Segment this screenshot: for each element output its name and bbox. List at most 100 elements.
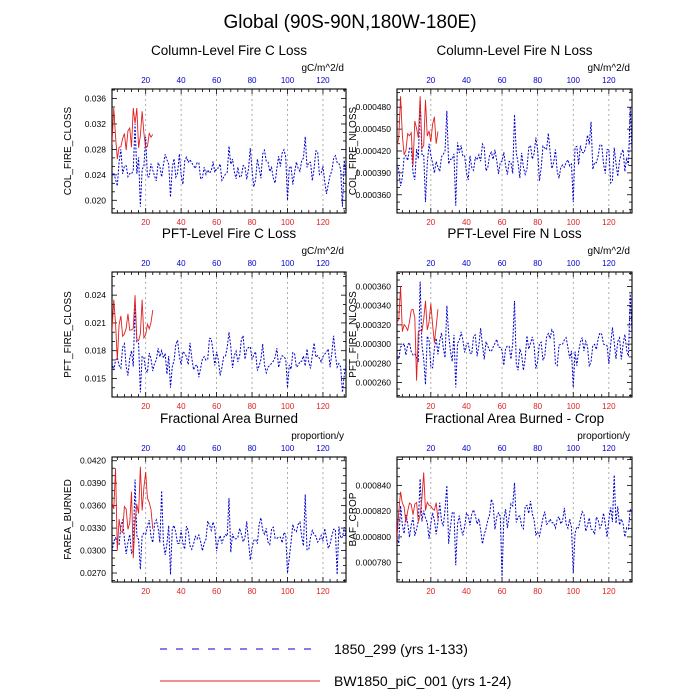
x-tick-label-bottom: 120 xyxy=(602,402,616,411)
panel-title: Column-Level Fire C Loss xyxy=(151,43,307,58)
panel-title: PFT-Level Fire C Loss xyxy=(162,226,297,241)
x-tick-label-top: 120 xyxy=(316,444,330,453)
x-tick-label-top: 60 xyxy=(498,444,507,453)
x-tick-label-bottom: 80 xyxy=(248,402,257,411)
y-tick-label: 0.000360 xyxy=(356,281,392,291)
chart-panel-1: Column-Level Fire C Loss gC/m^2/d COL_FIRE… xyxy=(63,43,347,227)
x-tick-label-bottom: 80 xyxy=(248,218,257,227)
series-line-blue xyxy=(397,475,632,579)
x-tick-label-bottom: 100 xyxy=(281,218,295,227)
x-tick-label-top: 40 xyxy=(177,444,186,453)
x-tick-label-top: 120 xyxy=(602,76,616,85)
legend-label-2: BW1850_piC_001 (yrs 1-24) xyxy=(334,673,511,689)
panel-title: Fractional Area Burned xyxy=(160,411,298,426)
series-line-blue xyxy=(397,99,632,206)
y-tick-label: 0.000420 xyxy=(356,146,392,156)
x-tick-label-top: 40 xyxy=(462,259,471,268)
x-tick-label-top: 80 xyxy=(248,259,257,268)
y-tick-label: 0.0420 xyxy=(80,456,106,466)
x-tick-label-top: 80 xyxy=(533,259,542,268)
units-label: gN/m^2/d xyxy=(588,63,631,74)
y-tick-label: 0.000390 xyxy=(356,168,392,178)
x-tick-label-top: 100 xyxy=(281,259,295,268)
y-axis-label: PFT_FIRE_CLOSS xyxy=(63,291,74,378)
x-tick-label-bottom: 40 xyxy=(177,402,186,411)
y-tick-label: 0.000800 xyxy=(356,532,392,542)
x-tick-label-top: 20 xyxy=(141,259,150,268)
y-tick-label: 0.0300 xyxy=(80,546,106,556)
x-tick-label-top: 20 xyxy=(426,76,435,85)
plot-frame xyxy=(396,456,633,583)
figure-title: Global (90S-90N,180W-180E) xyxy=(223,12,476,33)
series-line-red xyxy=(112,295,154,360)
units-label: proportion/y xyxy=(291,431,344,442)
y-axis-label: COL_FIRE_CLOSS xyxy=(63,106,74,195)
y-tick-label: 0.000450 xyxy=(356,124,392,134)
chart-panel-3: PFT-Level Fire C Loss gC/m^2/d PFT_FIRE_CL… xyxy=(63,226,347,411)
plot-frame xyxy=(111,456,347,583)
x-tick-label-top: 40 xyxy=(462,76,471,85)
series-line-blue xyxy=(112,304,346,393)
y-tick-label: 0.000780 xyxy=(356,558,392,568)
x-tick-label-top: 20 xyxy=(141,76,150,85)
y-axis-label: COL_FIRE_NLOSS xyxy=(348,106,359,195)
x-tick-label-bottom: 80 xyxy=(533,218,542,227)
legend: 1850_299 (yrs 1-133) BW1850_piC_001 (yrs… xyxy=(160,641,511,689)
x-tick-label-bottom: 20 xyxy=(141,218,150,227)
x-tick-label-top: 120 xyxy=(602,259,616,268)
y-tick-label: 0.000820 xyxy=(356,506,392,516)
y-tick-label: 0.0360 xyxy=(80,501,106,511)
y-tick-label: 0.000300 xyxy=(356,339,392,349)
y-tick-label: 0.024 xyxy=(85,290,107,300)
x-tick-label-bottom: 40 xyxy=(462,587,471,596)
series-line-red xyxy=(397,96,439,166)
plot-frame xyxy=(111,271,347,398)
units-label: gN/m^2/d xyxy=(588,246,631,257)
x-tick-label-bottom: 120 xyxy=(316,587,330,596)
plot-frame xyxy=(111,88,347,214)
chart-panel-2: Column-Level Fire N Loss gN/m^2/d COL_FIRE… xyxy=(348,43,633,227)
series-line-blue xyxy=(112,123,346,207)
panel-title: PFT-Level Fire N Loss xyxy=(447,226,582,241)
x-tick-label-bottom: 40 xyxy=(177,218,186,227)
x-tick-label-top: 20 xyxy=(141,444,150,453)
y-tick-label: 0.000340 xyxy=(356,301,392,311)
legend-label-1: 1850_299 (yrs 1-133) xyxy=(334,641,468,657)
units-label: proportion/y xyxy=(577,431,630,442)
x-tick-label-top: 120 xyxy=(316,76,330,85)
y-tick-label: 0.000280 xyxy=(356,358,392,368)
y-tick-label: 0.0390 xyxy=(80,478,106,488)
x-tick-label-top: 80 xyxy=(533,76,542,85)
x-tick-label-top: 60 xyxy=(498,259,507,268)
x-tick-label-bottom: 40 xyxy=(177,587,186,596)
panels: Column-Level Fire C Loss gC/m^2/d COL_FIRE… xyxy=(63,43,633,596)
series-line-red xyxy=(112,108,154,160)
x-tick-label-bottom: 60 xyxy=(212,587,221,596)
x-tick-label-top: 60 xyxy=(212,444,221,453)
x-tick-label-bottom: 60 xyxy=(498,402,507,411)
y-tick-label: 0.032 xyxy=(85,119,107,129)
x-tick-label-top: 80 xyxy=(248,76,257,85)
chart-panel-6: Fractional Area Burned - Crop proportion/… xyxy=(348,411,633,596)
x-tick-label-top: 120 xyxy=(602,444,616,453)
y-tick-label: 0.0330 xyxy=(80,523,106,533)
x-tick-label-top: 80 xyxy=(248,444,257,453)
x-tick-label-bottom: 100 xyxy=(567,402,581,411)
x-tick-label-bottom: 100 xyxy=(281,402,295,411)
x-tick-label-bottom: 20 xyxy=(141,587,150,596)
units-label: gC/m^2/d xyxy=(302,63,345,74)
y-axis-label: BAF_CROP xyxy=(348,492,359,546)
y-axis-label: FAREA_BURNED xyxy=(63,479,74,560)
panel-title: Fractional Area Burned - Crop xyxy=(425,411,604,426)
y-tick-label: 0.000480 xyxy=(356,102,392,112)
x-tick-label-bottom: 80 xyxy=(533,587,542,596)
y-tick-label: 0.000360 xyxy=(356,190,392,200)
x-tick-label-top: 100 xyxy=(567,76,581,85)
y-tick-label: 0.021 xyxy=(85,318,107,328)
x-tick-label-top: 60 xyxy=(212,76,221,85)
x-tick-label-bottom: 100 xyxy=(281,587,295,596)
x-tick-label-bottom: 60 xyxy=(212,402,221,411)
x-tick-label-top: 40 xyxy=(177,259,186,268)
x-tick-label-top: 100 xyxy=(281,76,295,85)
